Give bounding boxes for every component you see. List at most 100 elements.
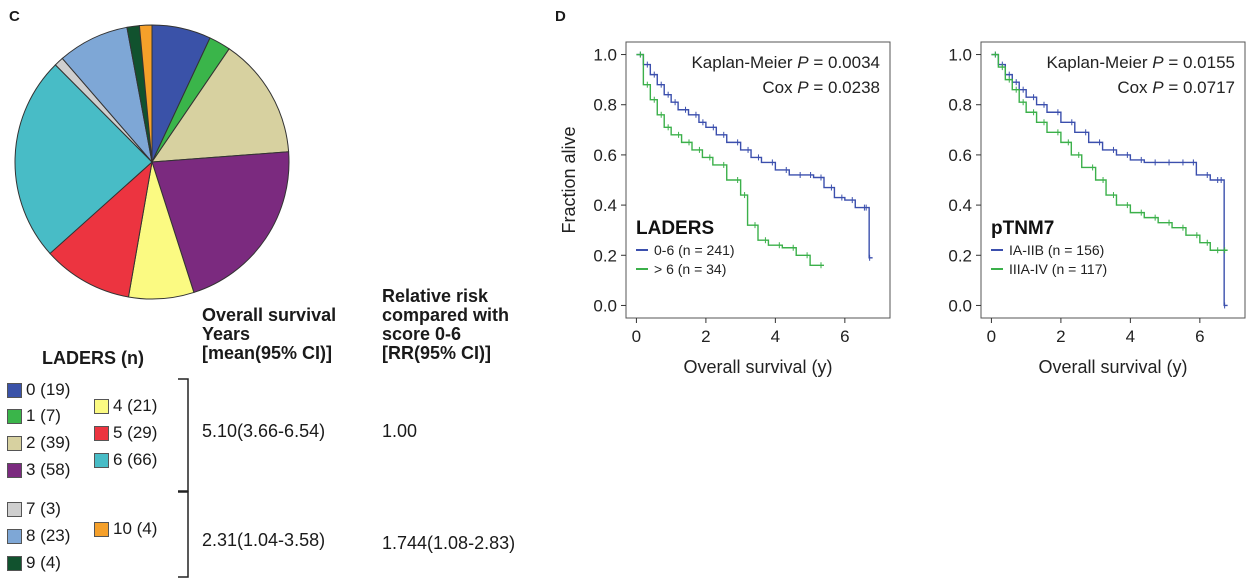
rr-header-line: score 0-6 <box>382 324 462 344</box>
y-tick-label: 0.6 <box>593 146 617 165</box>
y-tick-label: 0.8 <box>593 96 617 115</box>
y-tick-label: 0.6 <box>948 146 972 165</box>
panel-label-d: D <box>555 8 566 25</box>
x-axis-label: Overall survival (y) <box>1038 357 1187 377</box>
legend-swatch <box>94 452 109 468</box>
legend-item: 3 (58) <box>7 460 70 480</box>
km-legend-title: LADERS <box>636 218 714 239</box>
y-tick-label: 1.0 <box>593 46 617 65</box>
os-header: Overall survival Years [mean(95% CI)] <box>202 306 336 363</box>
legend-swatch <box>7 555 22 571</box>
y-tick-label: 0.8 <box>948 96 972 115</box>
legend-label: 10 (4) <box>113 519 158 538</box>
rr-header: Relative risk compared with score 0-6 [R… <box>382 287 509 363</box>
x-tick-label: 4 <box>1126 327 1135 346</box>
km-curve <box>636 53 873 259</box>
legend-item: 8 (23) <box>7 526 70 546</box>
legend-title: LADERS (n) <box>42 348 144 368</box>
x-tick-label: 0 <box>987 327 996 346</box>
km-legend-label: IIIA-IV (n = 117) <box>1009 261 1107 277</box>
x-tick-label: 2 <box>1056 327 1065 346</box>
legend-swatch <box>7 382 22 398</box>
legend-item: 9 (4) <box>7 553 61 573</box>
km-stat-text: Cox P = 0.0717 <box>1117 78 1235 97</box>
km-stat-text: Kaplan-Meier P = 0.0155 <box>1046 53 1235 72</box>
y-tick-label: 0.0 <box>948 296 972 315</box>
legend-swatch <box>7 435 22 451</box>
os-header-line: Years <box>202 324 251 344</box>
pie-slice <box>138 24 153 163</box>
pie-chart <box>14 24 290 300</box>
legend-item: 6 (66) <box>94 450 157 470</box>
os-header-line: Overall survival <box>202 305 337 325</box>
pie-slice <box>14 64 153 255</box>
legend-label: 8 (23) <box>26 526 71 545</box>
y-axis-label: Fraction alive <box>559 126 579 233</box>
legend-swatch <box>7 408 22 424</box>
legend-item: 1 (7) <box>7 406 61 426</box>
row2-os: 2.31(1.04-3.58) <box>202 530 326 550</box>
km-stat-text: Kaplan-Meier P = 0.0034 <box>691 53 880 72</box>
bracket-group-1 <box>178 378 189 492</box>
km-curve <box>991 53 1228 251</box>
legend-label: 3 (58) <box>26 460 71 479</box>
legend-swatch <box>94 425 109 441</box>
legend-label: 5 (29) <box>113 423 158 442</box>
km-legend-label: IA-IIB (n = 156) <box>1009 242 1104 258</box>
group-brackets <box>178 378 189 578</box>
km-curve <box>636 53 824 267</box>
legend-swatch <box>94 521 109 537</box>
legend-label: 6 (66) <box>113 450 158 469</box>
row2-rr: 1.744(1.08-2.83) <box>382 533 516 553</box>
legend-item: 10 (4) <box>94 519 157 539</box>
km-plot-ptnm7: 0.0 0.2 0.4 0.6 0.8 1.0 0 2 4 6 Overall survival (… <box>948 41 1246 377</box>
x-tick-label: 6 <box>1195 327 1204 346</box>
km-legend-title: pTNM7 <box>991 218 1054 239</box>
plot-frame <box>980 41 1246 319</box>
legend-item: 0 (19) <box>7 380 70 400</box>
y-tick-label: 0.2 <box>593 246 617 265</box>
legend-swatch <box>7 528 22 544</box>
x-tick-label: 4 <box>771 327 780 346</box>
legend-label: 2 (39) <box>26 433 71 452</box>
km-plot-laders: 0.0 0.2 0.4 0.6 0.8 1.0 0 2 4 6 Overall survival (… <box>559 41 891 377</box>
legend-item: 5 (29) <box>94 423 157 443</box>
pie-slice <box>151 151 290 294</box>
legend-swatch <box>94 398 109 414</box>
legend-label: 4 (21) <box>113 396 158 415</box>
km-legend-label: > 6 (n = 34) <box>654 261 726 277</box>
x-tick-label: 2 <box>701 327 710 346</box>
legend-swatch <box>7 501 22 517</box>
y-tick-label: 0.2 <box>948 246 972 265</box>
pie-slice <box>151 48 290 163</box>
rr-header-line: compared with <box>382 305 510 325</box>
legend-swatch <box>7 462 22 478</box>
legend-label: 7 (3) <box>26 499 61 518</box>
bracket-group-2 <box>178 491 189 578</box>
pie-slices <box>14 24 290 300</box>
os-header-line: [mean(95% CI)] <box>202 343 333 363</box>
row1-rr: 1.00 <box>382 421 418 441</box>
x-tick-label: 6 <box>840 327 849 346</box>
legend-item: 2 (39) <box>7 433 70 453</box>
y-tick-label: 1.0 <box>948 46 972 65</box>
legend-item: 7 (3) <box>7 499 61 519</box>
y-tick-label: 0.0 <box>593 296 617 315</box>
pie-slice <box>49 160 153 298</box>
y-tick-label: 0.4 <box>593 196 617 215</box>
y-tick-label: 0.4 <box>948 196 972 215</box>
legend-label: 1 (7) <box>26 406 61 425</box>
legend-label: 0 (19) <box>26 380 71 399</box>
panel-label-c: C <box>9 8 20 25</box>
plot-frame <box>625 41 891 319</box>
rr-header-line: Relative risk <box>382 286 489 306</box>
row1-os: 5.10(3.66-6.54) <box>202 421 326 441</box>
legend-label: 9 (4) <box>26 553 61 572</box>
km-legend-label: 0-6 (n = 241) <box>654 242 735 258</box>
x-axis-label: Overall survival (y) <box>683 357 832 377</box>
legend-item: 4 (21) <box>94 396 157 416</box>
x-tick-label: 0 <box>632 327 641 346</box>
km-stat-text: Cox P = 0.0238 <box>762 78 880 97</box>
km-plots: 0.0 0.2 0.4 0.6 0.8 1.0 0 2 4 6 Overall survival (… <box>559 41 1246 377</box>
rr-header-line: [RR(95% CI)] <box>382 343 492 363</box>
